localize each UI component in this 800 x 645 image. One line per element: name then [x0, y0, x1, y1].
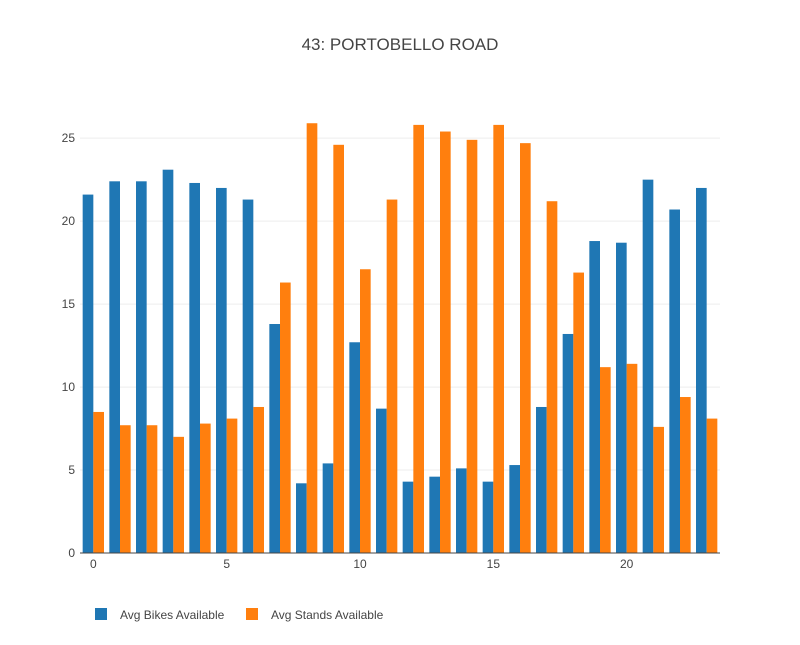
bar-bikes-12[interactable]: [402, 481, 414, 553]
bar-stands-3[interactable]: [173, 436, 184, 553]
bar-bikes-6[interactable]: [242, 199, 254, 554]
bar-bikes-21[interactable]: [642, 179, 654, 553]
bar-stands-20[interactable]: [626, 363, 638, 553]
bar-bikes-11[interactable]: [376, 408, 387, 553]
bar-stands-10[interactable]: [360, 269, 371, 553]
bar-stands-6[interactable]: [253, 406, 264, 553]
y-tick-label: 15: [62, 297, 76, 311]
bar-bikes-16[interactable]: [509, 465, 520, 553]
bar-stands-22[interactable]: [680, 397, 691, 553]
x-tick-label: 20: [620, 557, 634, 571]
x-tick-label: 5: [223, 557, 230, 571]
bar-stands-17[interactable]: [546, 201, 558, 553]
bar-bikes-22[interactable]: [669, 209, 680, 553]
chart-title: 43: PORTOBELLO ROAD: [302, 35, 499, 54]
bar-stands-4[interactable]: [200, 423, 211, 553]
x-tick-label: 15: [487, 557, 501, 571]
bar-bikes-23[interactable]: [696, 187, 707, 553]
x-tick-label: 0: [90, 557, 97, 571]
bar-stands-18[interactable]: [573, 272, 584, 553]
bar-stands-2[interactable]: [146, 425, 158, 553]
bar-bikes-14[interactable]: [456, 468, 467, 553]
legend-item-bikes[interactable]: Avg Bikes Available: [95, 608, 225, 622]
bar-stands-5[interactable]: [226, 418, 238, 553]
bar-stands-7[interactable]: [280, 282, 291, 553]
bar-bikes-9[interactable]: [322, 463, 334, 553]
bar-stands-11[interactable]: [386, 199, 398, 554]
axes: 0 5 10 15 20 25 0 5 10 15 20: [62, 131, 720, 571]
bar-stands-9[interactable]: [333, 144, 344, 554]
bar-stands-19[interactable]: [600, 367, 611, 553]
bar-stands-23[interactable]: [706, 418, 718, 553]
bar-stands-21[interactable]: [653, 426, 664, 553]
y-tick-label: 5: [68, 463, 75, 477]
bar-bikes-1[interactable]: [109, 181, 120, 554]
bars: [82, 123, 718, 554]
bar-stands-15[interactable]: [493, 124, 504, 553]
y-tick-label: 20: [62, 214, 76, 228]
bar-bikes-17[interactable]: [536, 406, 547, 553]
bar-bikes-4[interactable]: [189, 182, 200, 553]
legend-item-stands[interactable]: Avg Stands Available: [246, 608, 384, 622]
bar-bikes-8[interactable]: [296, 483, 307, 553]
bar-stands-8[interactable]: [306, 123, 318, 553]
bar-stands-14[interactable]: [466, 139, 478, 554]
bar-bikes-19[interactable]: [589, 241, 600, 554]
bar-bikes-3[interactable]: [162, 169, 174, 553]
bar-stands-1[interactable]: [120, 425, 131, 553]
bar-stands-0[interactable]: [93, 411, 104, 553]
bar-stands-16[interactable]: [520, 143, 531, 553]
bar-stands-12[interactable]: [413, 124, 424, 553]
grid-lines: [80, 137, 720, 471]
legend-swatch: [95, 608, 107, 620]
y-tick-label: 0: [68, 546, 75, 560]
bar-bikes-15[interactable]: [482, 481, 494, 553]
bar-bikes-13[interactable]: [429, 476, 440, 553]
legend: Avg Bikes Available Avg Stands Available: [95, 608, 384, 622]
legend-label: Avg Bikes Available: [120, 608, 225, 622]
bar-bikes-18[interactable]: [562, 333, 574, 553]
bar-bikes-0[interactable]: [82, 194, 94, 554]
bar-bikes-10[interactable]: [349, 342, 360, 553]
x-tick-label: 10: [353, 557, 367, 571]
legend-swatch: [246, 608, 258, 620]
bar-bikes-20[interactable]: [616, 242, 627, 553]
bar-bikes-7[interactable]: [269, 324, 280, 553]
bar-bikes-5[interactable]: [216, 187, 227, 553]
y-tick-label: 25: [62, 131, 76, 145]
bar-stands-13[interactable]: [440, 131, 451, 553]
y-tick-label: 10: [62, 380, 76, 394]
bar-bikes-2[interactable]: [136, 181, 147, 554]
legend-label: Avg Stands Available: [271, 608, 384, 622]
